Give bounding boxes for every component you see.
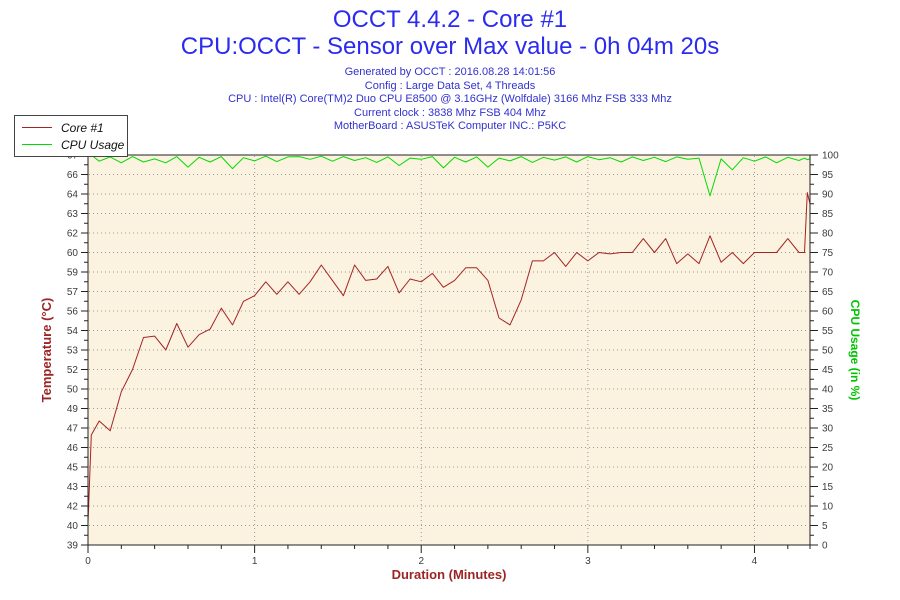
duration-tick-label: 1 [252, 556, 258, 567]
duration-tick-label: 2 [418, 556, 424, 567]
info-cpu: CPU : Intel(R) Core(TM)2 Duo CPU E8500 @… [228, 93, 672, 105]
right-axis-title: CPU Usage (in %) [848, 300, 862, 401]
cpu-usage-tick-label: 65 [822, 287, 834, 298]
cpu-usage-tick-label: 100 [822, 151, 839, 162]
cpu-usage-tick-label: 95 [822, 170, 834, 181]
cpu-usage-line-swatch [22, 144, 52, 145]
cpu-usage-tick-label: 40 [822, 385, 834, 396]
cpu-usage-tick-label: 35 [822, 404, 834, 415]
temperature-tick-label: 45 [67, 463, 79, 474]
page-title: OCCT 4.4.2 - Core #1 [332, 6, 568, 33]
temperature-tick-label: 42 [67, 502, 79, 513]
duration-tick-label: 3 [585, 556, 591, 567]
core1-line-swatch [22, 127, 52, 128]
cpu-usage-tick-label: 5 [822, 521, 828, 532]
cpu-usage-tick-label: 0 [822, 541, 828, 552]
cpu-usage-tick-label: 55 [822, 326, 834, 337]
temperature-tick-label: 43 [67, 482, 79, 493]
legend: Core #1 CPU Usage [14, 115, 128, 157]
temperature-tick-label: 63 [67, 209, 79, 220]
cpu-usage-tick-label: 15 [822, 482, 834, 493]
temperature-tick-label: 66 [67, 170, 79, 181]
report-info: Generated by OCCT : 2016.08.28 14:01:56 … [0, 66, 900, 134]
temperature-tick-label: 64 [67, 190, 79, 201]
cpu-usage-line [87, 154, 811, 197]
cpu-usage-tick-label: 85 [822, 209, 834, 220]
temperature-tick-label: 53 [67, 346, 79, 357]
temperature-tick-label: 40 [67, 521, 79, 532]
temperature-tick-label: 54 [67, 326, 79, 337]
info-config: Config : Large Data Set, 4 Threads [364, 79, 536, 92]
legend-item-core1: Core #1 [15, 120, 127, 135]
info-motherboard: MotherBoard : ASUSTeK Computer INC.: P5K… [333, 120, 567, 132]
duration-tick-label: 4 [752, 556, 758, 567]
legend-item-cpu-usage: CPU Usage [15, 137, 127, 152]
page-subtitle: CPU:OCCT - Sensor over Max value - 0h 04… [180, 33, 720, 60]
legend-label-cpu-usage: CPU Usage [61, 137, 125, 152]
cpu-usage-tick-label: 10 [822, 502, 834, 513]
temperature-tick-label: 49 [67, 404, 79, 415]
temperature-tick-label: 62 [67, 229, 79, 240]
cpu-usage-tick-label: 25 [822, 443, 834, 454]
temperature-tick-label: 56 [67, 307, 79, 318]
info-current-clock: Current clock : 3838 Mhz FSB 404 Mhz [354, 106, 546, 119]
cpu-usage-tick-label: 60 [822, 307, 834, 318]
info-generated: Generated by OCCT : 2016.08.28 14:01:56 [344, 66, 556, 78]
temperature-tick-label: 39 [67, 541, 79, 552]
x-axis-title: Duration (Minutes) [392, 567, 507, 582]
temperature-tick-label: 59 [67, 268, 79, 279]
cpu-usage-tick-label: 80 [822, 229, 834, 240]
core1-temperature-line [87, 192, 811, 523]
temperature-tick-label: 50 [67, 385, 79, 396]
cpu-usage-tick-label: 50 [822, 346, 834, 357]
duration-tick-label: 0 [85, 556, 91, 567]
cpu-usage-tick-label: 90 [822, 190, 834, 201]
temperature-tick-label: 57 [67, 287, 79, 298]
temperature-tick-label: 60 [67, 248, 79, 259]
cpu-usage-tick-label: 70 [822, 268, 834, 279]
cpu-usage-tick-label: 45 [822, 365, 834, 376]
cpu-usage-tick-label: 30 [822, 424, 834, 435]
legend-label-core1: Core #1 [61, 120, 104, 135]
temperature-tick-label: 46 [67, 443, 79, 454]
temperature-tick-label: 47 [67, 424, 79, 435]
temperature-tick-label: 52 [67, 365, 79, 376]
cpu-usage-tick-label: 20 [822, 463, 834, 474]
left-axis-title: Temperature (°C) [39, 298, 54, 403]
cpu-usage-tick-label: 75 [822, 248, 834, 259]
